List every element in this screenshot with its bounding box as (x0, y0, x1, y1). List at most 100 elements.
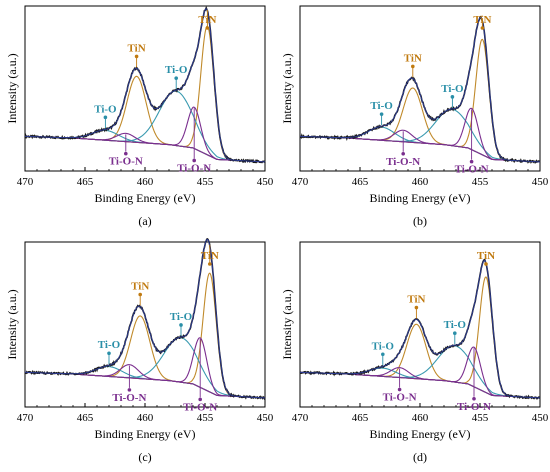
background-line (299, 371, 541, 399)
annotation-tin: TiN (128, 42, 146, 68)
annotation-label: Ti-O (165, 64, 188, 76)
annotation-tin: TiN (198, 9, 217, 30)
annotation-label: TiN (404, 52, 422, 64)
envelope-line (299, 16, 541, 163)
annotation-marker-icon (381, 352, 385, 357)
annotation-ti-o-n: Ti-O-N (109, 134, 143, 168)
annotation-label: Ti-O (370, 100, 393, 112)
annotation-label: Ti-O (170, 311, 193, 323)
annotation-label: TiN (128, 42, 146, 54)
annotation-label: TiN (407, 294, 425, 306)
component-ti-o-line (24, 337, 266, 399)
annotation-marker-icon (198, 397, 202, 402)
component-ti-o-line (24, 90, 266, 163)
x-tick-label: 470 (17, 412, 34, 424)
component-tin-line (299, 323, 541, 399)
x-tick-label: 455 (197, 412, 214, 424)
annotation-ti-o-n: Ti-O-N (455, 109, 489, 176)
panel-1: 470 465 460 455 450 Binding Energy (eV) Intens… (5, 5, 274, 228)
annotation-marker-icon (205, 26, 210, 30)
annotation-tin: TiN (473, 14, 492, 30)
annotation-tin: TiN (477, 250, 495, 266)
x-tick-label: 460 (412, 176, 429, 188)
x-tick-label: 450 (257, 412, 274, 424)
panel-4: 470 465 460 455 450 Binding Energy (eV) Intens… (280, 241, 549, 464)
annotation-label: Ti-O-N (183, 401, 217, 413)
plot-frame (299, 5, 541, 172)
annotation-label: TiN (473, 14, 491, 26)
y-axis-label: Intensity (a.u.) (5, 53, 19, 123)
component-ti-o-n-line (299, 107, 541, 163)
component-ti-o-line (299, 345, 541, 399)
annotation-label: Ti-O-N (457, 401, 491, 413)
annotation-tin: TiN (407, 294, 426, 319)
panel-label: (b) (413, 214, 427, 228)
panel-label: (d) (413, 450, 427, 464)
envelope-line (24, 238, 266, 399)
annotation-label: Ti-O-N (383, 392, 417, 404)
x-tick-label: 465 (77, 412, 94, 424)
annotation-marker-icon (127, 388, 132, 392)
component-ti-o-n-line (24, 337, 266, 399)
annotation-ti-o-n: Ti-O-N (457, 348, 491, 413)
component-tin-line (24, 315, 266, 399)
annotation-ti-o: Ti-O (444, 319, 466, 345)
x-tick-label: 460 (412, 412, 429, 424)
y-axis-label: Intensity (a.u.) (5, 289, 19, 359)
annotation-ti-o: Ti-O (370, 100, 393, 126)
x-tick-label: 465 (352, 176, 369, 188)
x-tick-label: 460 (137, 412, 154, 424)
y-axis-label: Intensity (a.u.) (280, 53, 294, 123)
plot-frame (299, 241, 541, 408)
x-axis-label: Binding Energy (eV) (94, 191, 195, 205)
annotation-label: Ti-O (94, 103, 117, 115)
panel-2: 470 465 460 455 450 Binding Energy (eV) Intens… (280, 5, 549, 228)
annotation-marker-icon (379, 112, 384, 116)
annotation-label: TiN (131, 281, 149, 293)
annotation-label: TiN (201, 250, 219, 262)
x-axis-label: Binding Energy (eV) (369, 191, 470, 205)
x-axis-label: Binding Energy (eV) (94, 427, 195, 441)
annotation-marker-icon (174, 76, 178, 80)
component-ti-o-line (24, 129, 266, 163)
annotation-marker-icon (179, 323, 183, 327)
annotation-tin: TiN (131, 281, 149, 306)
annotation-ti-o-n: Ti-O-N (112, 365, 146, 404)
component-ti-o-n-line (24, 106, 266, 163)
annotation-marker-icon (208, 262, 212, 266)
annotation-ti-o: Ti-O (165, 64, 188, 90)
annotation-ti-o-n: Ti-O-N (183, 338, 217, 413)
x-tick-label: 450 (532, 176, 549, 188)
annotation-label: Ti-O (372, 340, 395, 352)
annotation-ti-o-n: Ti-O-N (177, 108, 211, 174)
component-ti-o-n-line (299, 346, 541, 399)
envelope-line (299, 260, 541, 399)
annotation-ti-o: Ti-O (94, 103, 117, 129)
annotation-label: Ti-O (98, 339, 121, 351)
annotation-tin: TiN (201, 244, 219, 266)
annotation-marker-icon (124, 151, 128, 156)
annotation-marker-icon (484, 262, 488, 266)
annotation-marker-icon (134, 54, 139, 59)
x-axis-label: Binding Energy (eV) (369, 427, 470, 441)
component-ti-o-line (299, 108, 541, 163)
annotation-ti-o-n: Ti-O-N (386, 131, 420, 168)
x-tick-label: 450 (257, 176, 274, 188)
annotation-marker-icon (472, 396, 476, 401)
annotation-marker-icon (453, 331, 457, 335)
annotation-label: Ti-O-N (177, 162, 211, 174)
annotation-tin: TiN (404, 52, 422, 78)
x-tick-label: 470 (17, 176, 34, 188)
annotation-marker-icon (192, 158, 196, 163)
annotation-marker-icon (103, 115, 108, 120)
x-tick-label: 455 (197, 176, 214, 188)
x-tick-label: 455 (472, 412, 489, 424)
annotation-ti-o: Ti-O (170, 311, 193, 336)
annotation-label: Ti-O-N (112, 392, 146, 404)
annotation-marker-icon (401, 151, 406, 156)
x-tick-label: 470 (292, 412, 309, 424)
annotation-ti-o-n: Ti-O-N (383, 368, 417, 404)
annotation-marker-icon (414, 305, 419, 310)
annotation-label: TiN (477, 250, 495, 262)
envelope-line (24, 8, 266, 163)
